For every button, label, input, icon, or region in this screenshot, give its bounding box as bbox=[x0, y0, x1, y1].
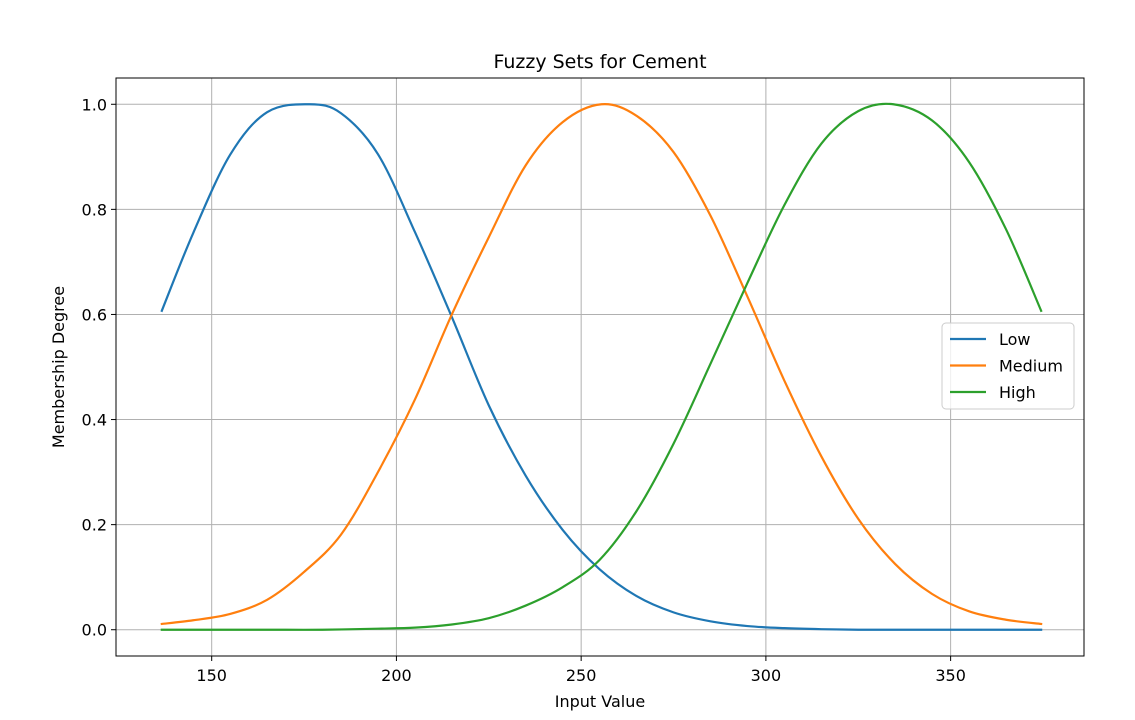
series-layer bbox=[160, 102, 1043, 631]
y-tick-label: 0.4 bbox=[82, 411, 107, 430]
x-tick-label: 250 bbox=[566, 666, 597, 685]
legend-box bbox=[941, 322, 1075, 410]
x-tick-label: 350 bbox=[935, 666, 966, 685]
y-tick-label: 1.0 bbox=[82, 95, 107, 114]
y-tick-label: 0.6 bbox=[82, 305, 107, 324]
chart-title: Fuzzy Sets for Cement bbox=[493, 51, 706, 73]
legend-label-medium: Medium bbox=[999, 357, 1063, 376]
legend-label-high: High bbox=[999, 383, 1036, 402]
y-axis: 0.0 0.2 0.4 0.6 0.8 1.0 bbox=[82, 95, 116, 640]
series-line-high bbox=[160, 102, 1043, 631]
plot-frame bbox=[115, 77, 1085, 657]
x-tick-label: 150 bbox=[196, 666, 227, 685]
y-tick-label: 0.0 bbox=[82, 621, 107, 640]
legend: Low Medium High bbox=[941, 322, 1075, 410]
x-tick-label: 300 bbox=[751, 666, 782, 685]
series-line-low bbox=[160, 103, 1043, 631]
y-tick-label: 0.8 bbox=[82, 200, 107, 219]
y-axis-label: Membership Degree bbox=[49, 286, 68, 448]
legend-label-low: Low bbox=[999, 330, 1031, 349]
x-axis-label: Input Value bbox=[555, 692, 645, 711]
y-tick-label: 0.2 bbox=[82, 516, 107, 535]
series-line-medium bbox=[160, 103, 1043, 626]
x-tick-label: 200 bbox=[381, 666, 412, 685]
x-axis: 150 200 250 300 350 bbox=[196, 656, 966, 685]
